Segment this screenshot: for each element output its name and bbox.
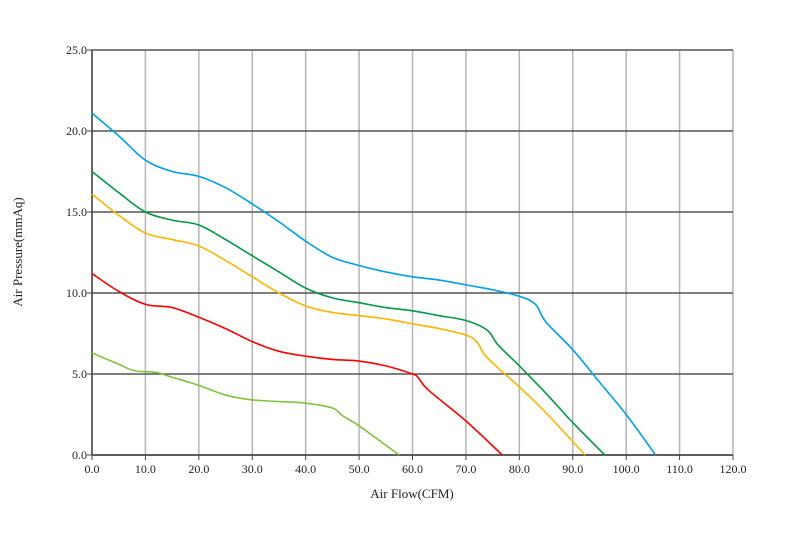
x-tick-label: 110.0 xyxy=(666,462,693,476)
y-tick-label: 15.0 xyxy=(66,205,87,219)
series-line-4 xyxy=(91,272,503,456)
y-tick-label: 0.0 xyxy=(72,448,87,462)
x-tick-label: 0.0 xyxy=(85,462,100,476)
x-tick-label: 60.0 xyxy=(402,462,423,476)
x-tick-label: 50.0 xyxy=(349,462,370,476)
x-tick-label: 30.0 xyxy=(242,462,263,476)
x-tick-label: 80.0 xyxy=(509,462,530,476)
y-axis-title: Air Pressure(mmAq) xyxy=(10,197,25,306)
x-axis-title: Air Flow(CFM) xyxy=(370,486,453,501)
x-tick-label: 90.0 xyxy=(562,462,583,476)
series-line-5 xyxy=(91,352,400,456)
series-line-3 xyxy=(91,193,586,456)
x-tick-label: 120.0 xyxy=(720,462,747,476)
y-tick-label: 5.0 xyxy=(72,367,87,381)
y-tick-label: 10.0 xyxy=(66,286,87,300)
y-tick-label: 20.0 xyxy=(66,124,87,138)
series-group xyxy=(91,112,657,456)
y-tick-label: 25.0 xyxy=(66,43,87,57)
x-tick-label: 20.0 xyxy=(188,462,209,476)
series-line-2 xyxy=(91,170,606,456)
grid xyxy=(87,49,734,460)
x-tick-label: 10.0 xyxy=(135,462,156,476)
x-tick-label: 100.0 xyxy=(613,462,640,476)
x-tick-label: 70.0 xyxy=(455,462,476,476)
series-line-1 xyxy=(91,112,657,456)
x-tick-label: 40.0 xyxy=(295,462,316,476)
tick-labels: 0.0 10.0 20.0 30.0 40.0 50.0 60.0 70.0 80.0 90.0 1… xyxy=(66,43,747,476)
